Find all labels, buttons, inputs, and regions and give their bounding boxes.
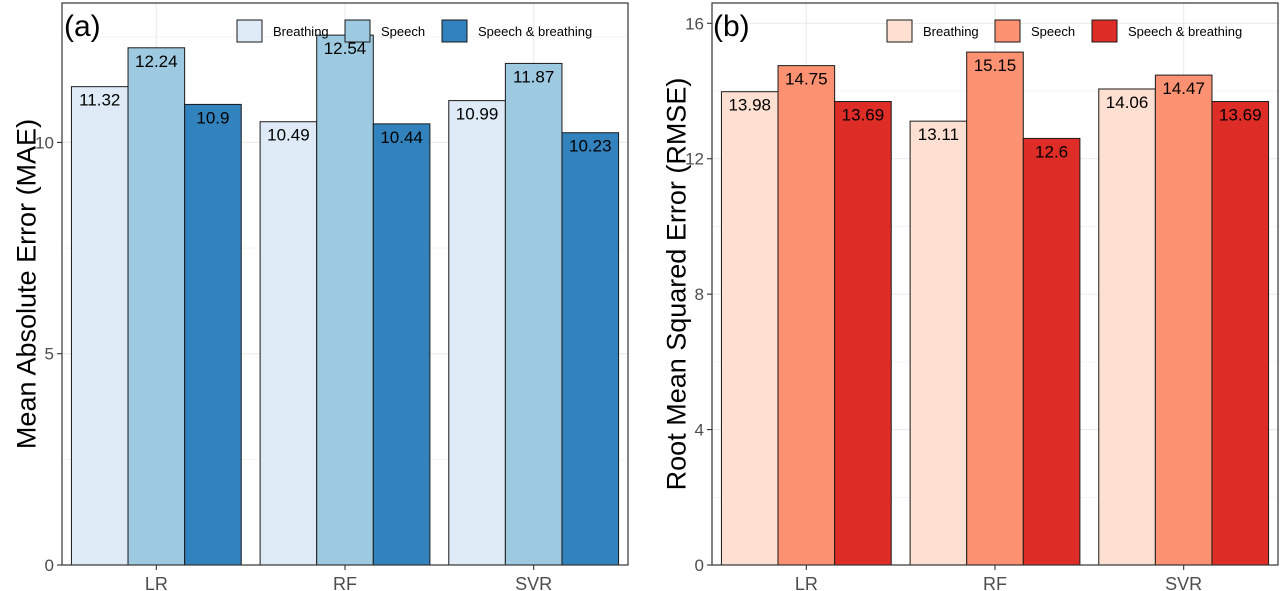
data-label: 15.15 xyxy=(974,56,1017,75)
legend-swatch xyxy=(1091,19,1118,43)
legend-swatch xyxy=(994,19,1021,43)
legend-label: Breathing xyxy=(923,24,979,39)
bar-svr-speech xyxy=(504,62,563,566)
chart-panel-rmse: 13.98 14.75 13.69 13.11 15.15 12.6 14.06 14.47 1… xyxy=(661,2,1279,591)
y-tick-label: 8 xyxy=(695,285,704,304)
y-tick-label: 12 xyxy=(685,150,704,169)
legend: Breathing Speech Speech & breathing xyxy=(886,19,1242,43)
data-label: 13.98 xyxy=(728,96,771,115)
panel-label: (b) xyxy=(713,10,750,43)
y-axis: 0 4 8 12 16 xyxy=(685,14,712,575)
bar-svr-breathing xyxy=(448,100,506,566)
bar-lr-speech xyxy=(777,65,836,566)
y-axis-title: Mean Absolute Error (MAE) xyxy=(11,119,41,449)
data-label: 12.24 xyxy=(135,52,178,71)
bar-rf-speech-breathing xyxy=(372,123,431,566)
data-label: 10.44 xyxy=(380,128,423,147)
legend: Breathing Speech Speech & breathing xyxy=(236,19,592,43)
legend-swatch xyxy=(236,19,263,43)
bar-svr-speech xyxy=(1154,74,1213,566)
legend-label: Speech & breathing xyxy=(478,24,592,39)
x-tick-label: SVR xyxy=(515,574,552,591)
legend-label: Speech xyxy=(381,24,425,39)
bar-rf-speech xyxy=(316,34,374,566)
x-tick-label: RF xyxy=(333,574,357,591)
bar-lr-breathing xyxy=(720,91,779,566)
data-label: 13.11 xyxy=(918,125,959,144)
y-tick-label: 4 xyxy=(695,421,704,440)
y-tick-label: 5 xyxy=(45,345,54,364)
bar-rf-breathing xyxy=(259,121,318,566)
y-tick-label: 0 xyxy=(45,556,54,575)
x-tick-label: LR xyxy=(145,574,168,591)
legend-label: Speech xyxy=(1031,24,1075,39)
bar-lr-speech-breathing xyxy=(834,101,892,566)
bar-lr-speech xyxy=(127,47,186,566)
data-label: 10.23 xyxy=(569,137,612,156)
data-label: 11.87 xyxy=(513,67,554,86)
data-label: 10.9 xyxy=(196,108,229,127)
x-tick-label: RF xyxy=(983,574,1007,591)
legend-label: Speech & breathing xyxy=(1128,24,1242,39)
bar-rf-speech xyxy=(966,51,1024,566)
y-tick-label: 0 xyxy=(695,556,704,575)
bar-svr-breathing xyxy=(1098,88,1156,566)
y-tick-label: 16 xyxy=(685,14,704,33)
data-label: 12.6 xyxy=(1035,142,1068,161)
data-label: 10.99 xyxy=(456,105,499,124)
data-label: 14.47 xyxy=(1162,79,1205,98)
data-label: 14.06 xyxy=(1106,93,1149,112)
x-tick-label: LR xyxy=(795,574,818,591)
chart-panel-mae: 11.32 12.24 10.9 10.49 12.54 10.44 10.99 11.87 1… xyxy=(11,2,629,591)
data-label: 11.32 xyxy=(79,91,120,110)
y-axis-title: Root Mean Squared Error (RMSE) xyxy=(661,78,691,491)
bar-svr-speech-breathing xyxy=(561,132,620,566)
bar-rf-speech-breathing xyxy=(1022,137,1081,566)
legend-label: Breathing xyxy=(273,24,329,39)
data-label: 13.69 xyxy=(1219,106,1262,125)
x-axis: LR RF SVR xyxy=(145,565,552,591)
data-label: 13.69 xyxy=(842,106,885,125)
bar-lr-speech-breathing xyxy=(184,103,242,566)
data-label: 14.75 xyxy=(785,70,828,89)
bars: 13.98 14.75 13.69 13.11 15.15 12.6 14.06 14.47 1… xyxy=(720,51,1270,566)
panel-label: (a) xyxy=(64,10,101,43)
y-axis: 0 5 10 xyxy=(35,133,62,575)
bar-rf-breathing xyxy=(909,120,968,566)
legend-swatch xyxy=(441,19,468,43)
x-axis: LR RF SVR xyxy=(795,565,1202,591)
legend-swatch xyxy=(344,19,371,43)
data-label: 12.54 xyxy=(324,39,367,58)
data-label: 10.49 xyxy=(267,126,310,145)
bar-svr-speech-breathing xyxy=(1211,101,1270,566)
y-tick-label: 10 xyxy=(35,133,54,152)
x-tick-label: SVR xyxy=(1165,574,1202,591)
legend-swatch xyxy=(886,19,913,43)
bar-lr-breathing xyxy=(70,86,129,566)
bars: 11.32 12.24 10.9 10.49 12.54 10.44 10.99 11.87 1… xyxy=(70,34,620,566)
